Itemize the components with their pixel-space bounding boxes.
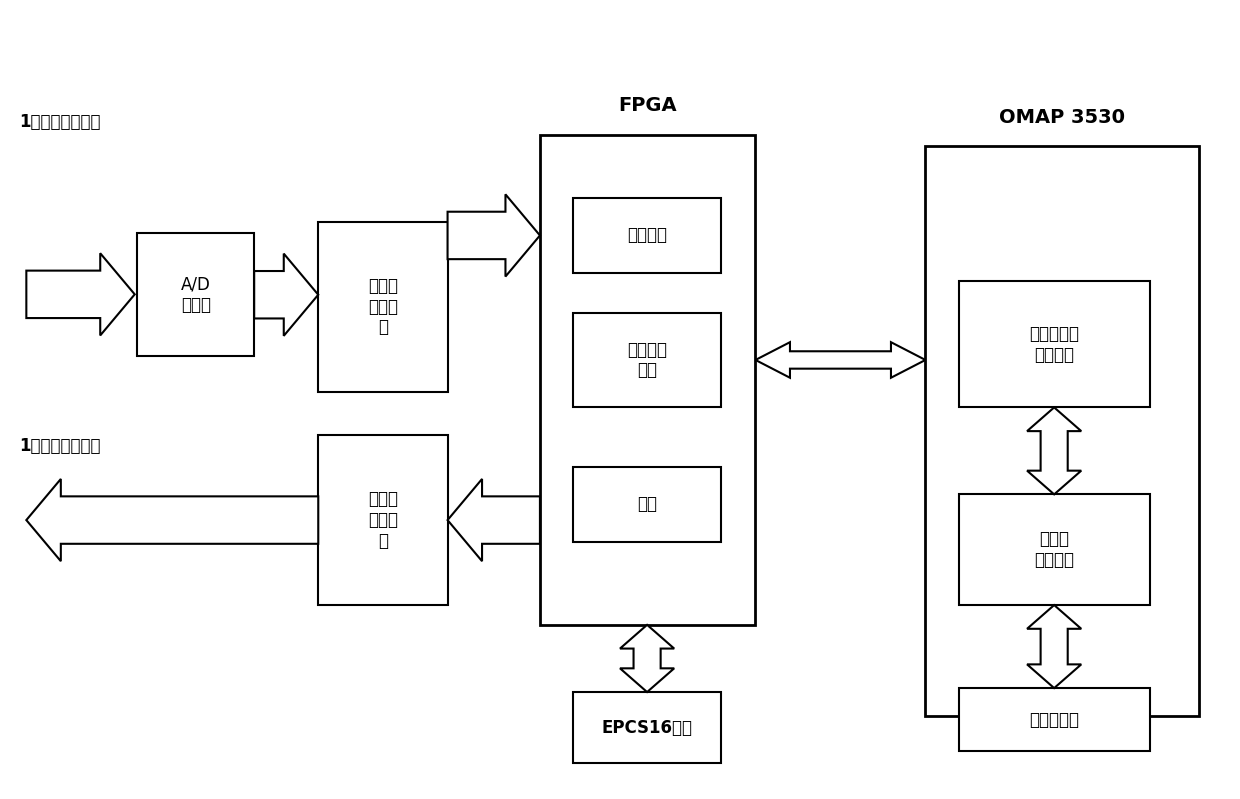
Bar (573, 312, 720, 407)
Bar (319, 435, 448, 605)
Bar (959, 281, 1149, 407)
Text: 控制和音频
信号接口: 控制和音频 信号接口 (1029, 324, 1079, 364)
Text: 1路短波射频信号: 1路短波射频信号 (19, 437, 100, 455)
Bar (573, 467, 720, 542)
Text: 逻辑控制: 逻辑控制 (627, 226, 667, 244)
Text: 以太网
接口芯片: 以太网 接口芯片 (1034, 531, 1074, 569)
Polygon shape (448, 194, 539, 276)
Polygon shape (620, 625, 675, 692)
Bar (539, 134, 755, 625)
Text: OMAP 3530: OMAP 3530 (999, 108, 1125, 127)
Bar (925, 146, 1199, 716)
Bar (959, 495, 1149, 605)
Text: 滤波: 滤波 (637, 495, 657, 513)
Bar (319, 221, 448, 392)
Text: 以太网总线: 以太网总线 (1029, 711, 1079, 729)
Polygon shape (1027, 605, 1081, 688)
Bar (138, 233, 254, 356)
Bar (573, 692, 720, 763)
Polygon shape (26, 253, 135, 336)
Text: FPGA: FPGA (619, 96, 677, 115)
Text: 上变频
处理芯
片: 上变频 处理芯 片 (368, 491, 398, 550)
Text: A/D
转换器: A/D 转换器 (181, 276, 211, 314)
Bar (573, 198, 720, 273)
Text: EPCS16芯片: EPCS16芯片 (601, 718, 693, 737)
Polygon shape (26, 479, 319, 561)
Polygon shape (448, 479, 539, 561)
Text: 下变频
处理芯
片: 下变频 处理芯 片 (368, 276, 398, 336)
Text: 基带调制
解调: 基带调制 解调 (627, 340, 667, 380)
Polygon shape (1027, 407, 1081, 495)
Text: 1路短波中频信号: 1路短波中频信号 (19, 113, 100, 131)
Bar (959, 688, 1149, 751)
Polygon shape (254, 253, 319, 336)
Polygon shape (755, 342, 925, 378)
